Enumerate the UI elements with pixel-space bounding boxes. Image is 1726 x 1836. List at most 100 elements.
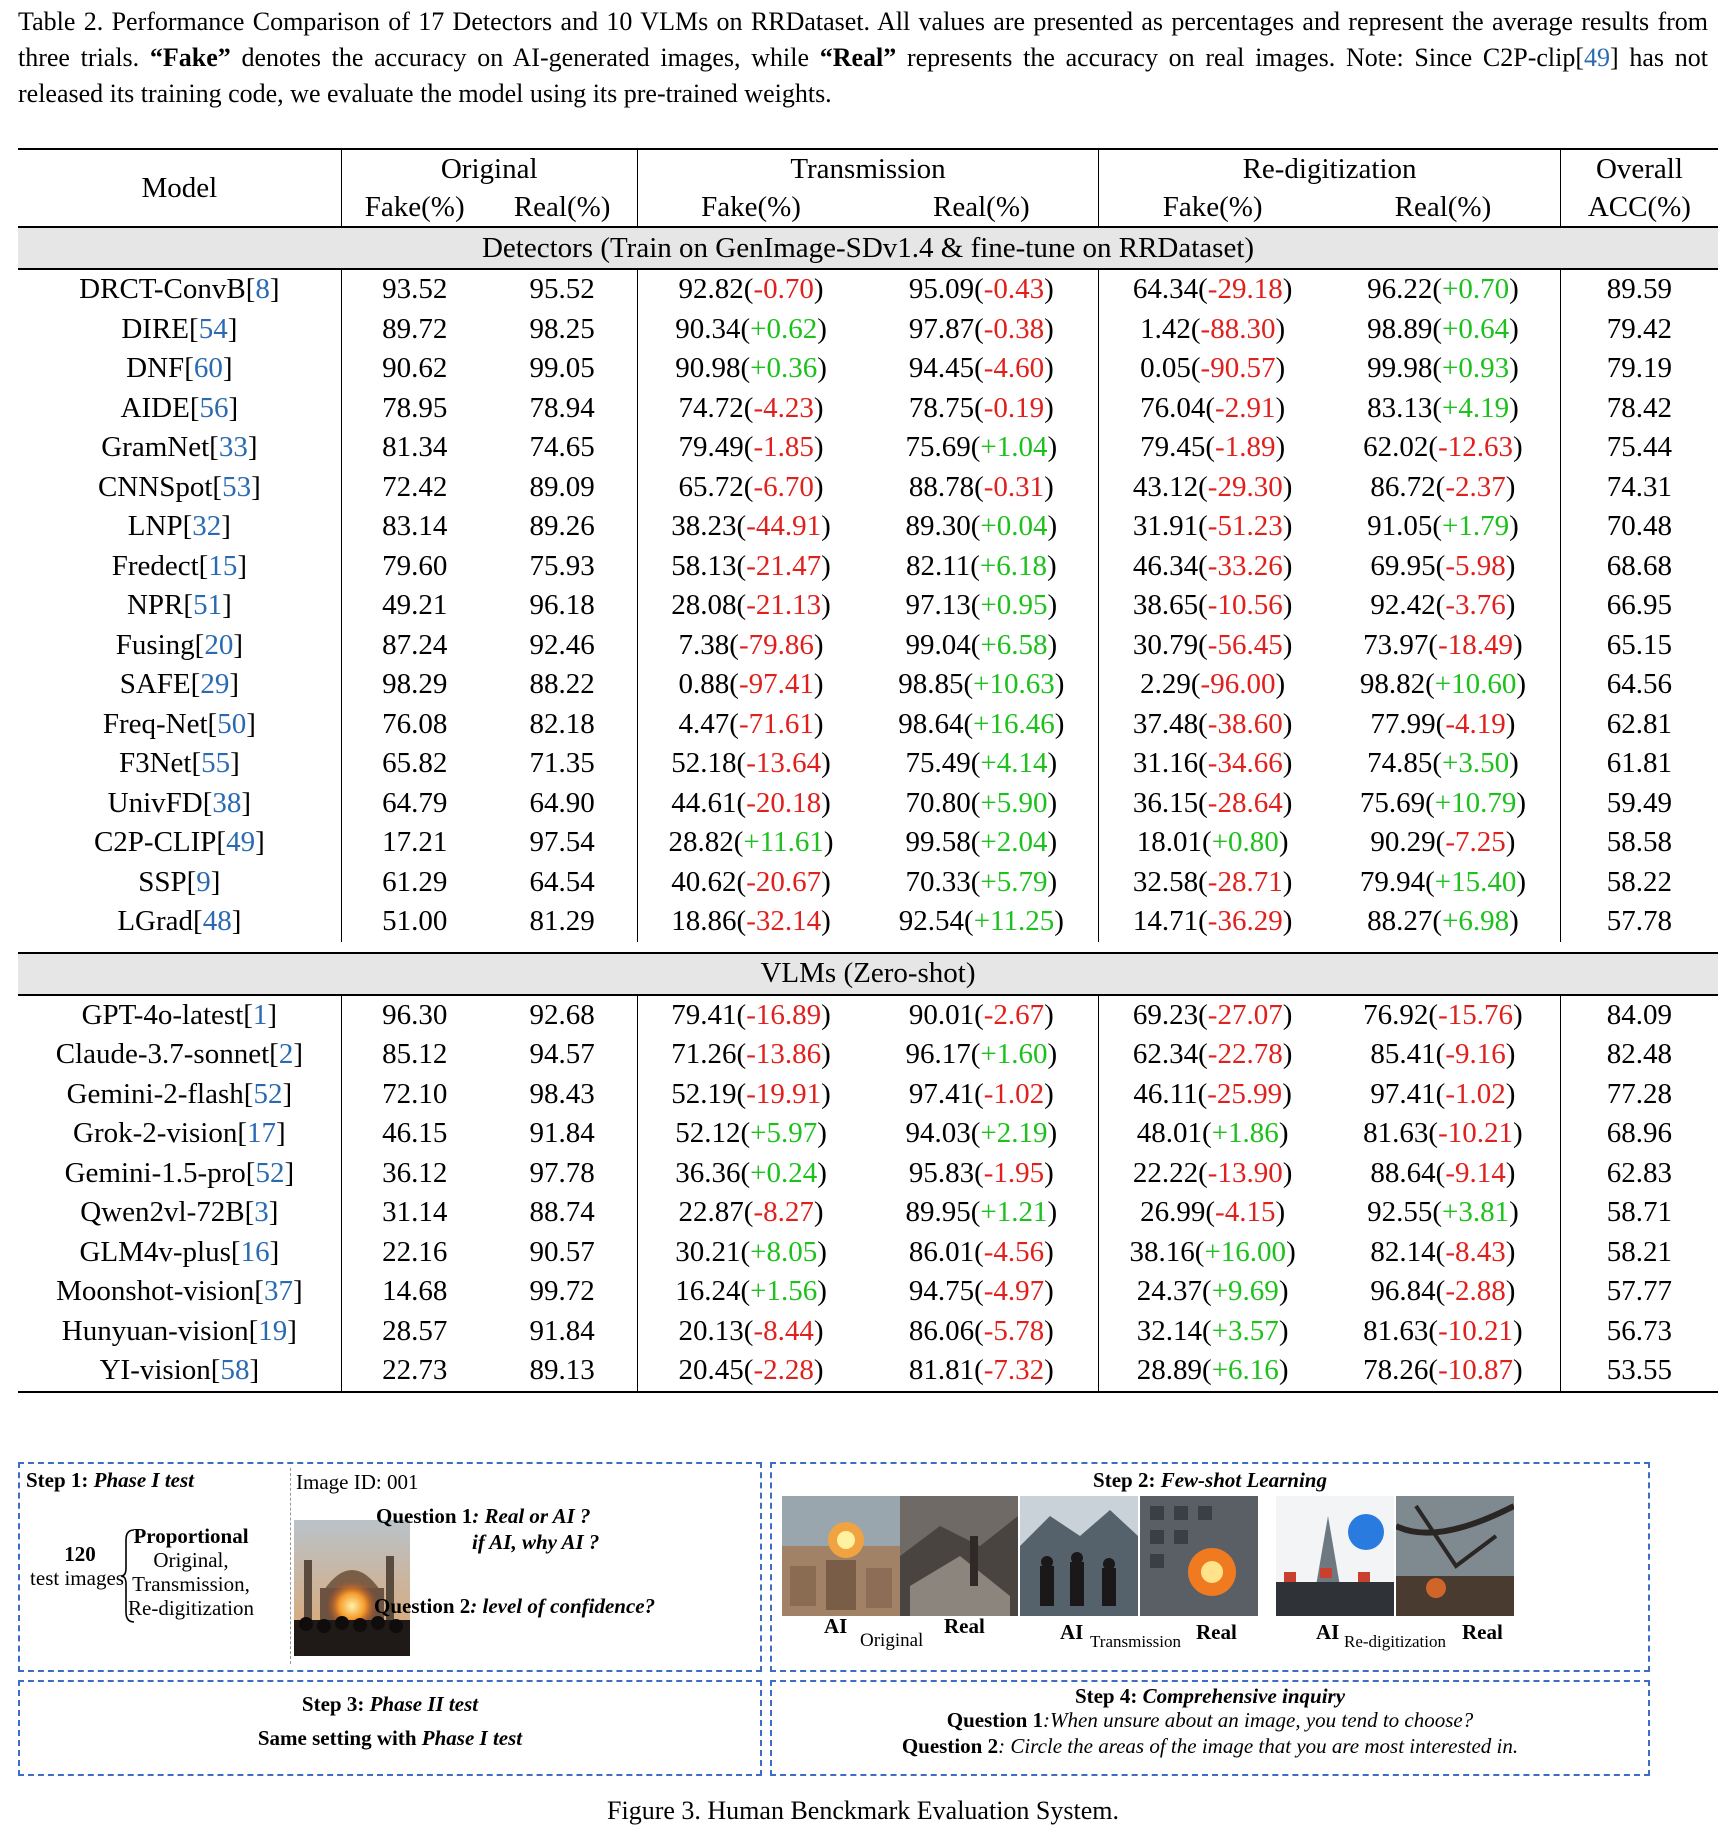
delta-value: -1.02: [983, 1077, 1045, 1110]
citation-link[interactable]: 1: [252, 998, 268, 1031]
paren: ): [1505, 589, 1516, 622]
citation-link[interactable]: 51: [193, 589, 223, 622]
value-rr: 97.41(-1.02): [1326, 1075, 1560, 1115]
citation-link[interactable]: 60: [193, 352, 223, 385]
value-acc: 89.59: [1559, 269, 1718, 310]
model-cell: Gemini-2-flash[52]: [18, 1075, 341, 1115]
citation-link[interactable]: 56: [199, 391, 229, 424]
bracket: [: [254, 1275, 264, 1308]
citation-link[interactable]: 19: [258, 1314, 288, 1347]
value-rf: 43.12(-29.30): [1098, 467, 1327, 507]
citation-link[interactable]: 20: [204, 628, 234, 661]
delta-value: -4.60: [983, 352, 1045, 385]
header-real: Real(%): [864, 188, 1099, 228]
citation-link[interactable]: 50: [217, 707, 247, 740]
citation-link[interactable]: 49: [226, 826, 256, 859]
value-rr: 88.27(+6.98): [1326, 902, 1560, 942]
model-cell: Qwen2vl-72B[3]: [18, 1193, 341, 1233]
value: 38.16: [1129, 1235, 1195, 1268]
citation-link[interactable]: 38: [212, 786, 242, 819]
model-name: GLM4v-plus: [79, 1235, 231, 1268]
model-cell: CNNSpot[53]: [18, 468, 341, 508]
value: 48.01: [1136, 1117, 1203, 1150]
paren: (: [1435, 1077, 1446, 1110]
delta-value: +0.24: [750, 1156, 818, 1189]
citation-link[interactable]: 49: [1584, 43, 1611, 72]
bracket: ]: [268, 1196, 279, 1229]
model-cell: Fusing[20]: [18, 626, 341, 666]
section-title: Detectors (Train on GenImage-SDv1.4 & fi…: [18, 227, 1718, 270]
paren: (: [974, 352, 984, 385]
citation-link[interactable]: 2: [278, 1038, 294, 1071]
bracket: [: [193, 905, 203, 938]
citation-link[interactable]: 52: [253, 1077, 283, 1110]
paren: (: [970, 431, 981, 464]
citation-link[interactable]: 3: [254, 1196, 269, 1229]
delta-value: -28.64: [1207, 786, 1283, 819]
delta-value: +0.70: [1442, 273, 1510, 306]
step3-box: Step 3: Phase II test Same setting with …: [18, 1680, 762, 1776]
citation-link[interactable]: 37: [263, 1275, 293, 1308]
paren: ): [1044, 1354, 1054, 1387]
paren: (: [1198, 905, 1208, 938]
paren: (: [1198, 998, 1208, 1031]
citation-link[interactable]: 17: [247, 1117, 277, 1150]
value-tr: 96.17(+1.60): [864, 1035, 1098, 1075]
value-or: 96.18: [529, 589, 595, 622]
value-rr: 78.26(-10.87): [1326, 1351, 1561, 1393]
delta-value: -10.21: [1438, 1314, 1514, 1347]
model-cell: DNF[60]: [18, 349, 341, 389]
value-tf: 52.19(-19.91): [636, 1074, 865, 1114]
question-label: Question 1: [376, 1504, 473, 1528]
citation-link[interactable]: 29: [200, 668, 230, 701]
figure-3: Step 1: Phase I test 120 test images Pro…: [18, 1462, 1678, 1776]
citation-link[interactable]: 8: [255, 273, 270, 306]
citation-link[interactable]: 54: [198, 312, 228, 345]
model-cell: LGrad[48]: [18, 902, 341, 942]
model-name: CNNSpot: [97, 470, 213, 503]
value-acc: 79.19: [1559, 349, 1718, 389]
citation-link[interactable]: 9: [196, 865, 211, 898]
citation-link[interactable]: 48: [202, 905, 232, 938]
value-tr: 95.09(-0.43): [864, 269, 1098, 310]
delta-value: -27.07: [1207, 998, 1283, 1031]
value-of: 85.12: [340, 1035, 488, 1075]
value: 81.63: [1363, 1117, 1429, 1150]
citation-link[interactable]: 55: [201, 747, 231, 780]
citation-link[interactable]: 52: [255, 1156, 285, 1189]
table-row: Qwen2vl-72B[3] 31.14 88.74 22.87(-8.27) 89.9…: [18, 1193, 1718, 1233]
bracket: [: [230, 1235, 241, 1268]
paren: (: [1198, 786, 1208, 819]
value: 76.92: [1363, 998, 1429, 1031]
model-name: DRCT-ConvB: [79, 273, 246, 306]
bracket: ]: [255, 826, 265, 859]
table-row: Claude-3.7-sonnet[2] 85.12 94.57 71.26(-13.…: [18, 1035, 1718, 1075]
citation-link[interactable]: 53: [222, 470, 252, 503]
model-name: Gemini-2-flash: [66, 1077, 244, 1110]
header-transmission: Transmission: [636, 148, 1099, 188]
value: 14.71: [1132, 905, 1199, 938]
table-row: Freq-Net[50] 76.08 82.18 4.47(-71.61) 98.64(…: [18, 704, 1718, 744]
paren: (: [1435, 589, 1446, 622]
delta-value: +3.81: [1442, 1196, 1510, 1229]
delta-value: -21.13: [746, 589, 822, 622]
citation-link[interactable]: 15: [208, 549, 238, 582]
step3-text: Same setting with: [257, 1726, 422, 1750]
value: 52.18: [671, 747, 737, 780]
model-cell: Grok-2-vision[17]: [18, 1114, 341, 1154]
value-tr: 86.06(-5.78): [864, 1312, 1098, 1352]
citation-link[interactable]: 16: [240, 1235, 270, 1268]
citation-link[interactable]: 58: [220, 1354, 250, 1387]
citation-link[interactable]: 32: [192, 510, 222, 543]
delta-value: +0.04: [980, 510, 1048, 543]
citation-link[interactable]: 33: [218, 431, 248, 464]
caption-text: Table 2. Performance Comparison of 17 De…: [18, 7, 1708, 72]
paren: ): [1044, 1275, 1054, 1308]
delta-value: -36.29: [1207, 905, 1283, 938]
paren: ): [817, 312, 827, 345]
value-rf: 64.34(-29.18): [1098, 269, 1327, 310]
paren: ): [1047, 589, 1058, 622]
paren: ): [1054, 707, 1065, 740]
value-of: 17.21: [340, 823, 488, 863]
value-rf: 31.16(-34.66): [1098, 744, 1327, 784]
